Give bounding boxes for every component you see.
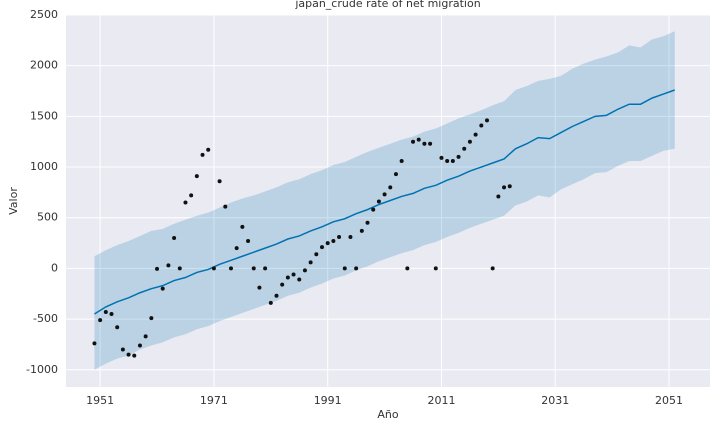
observed-point: [115, 325, 120, 330]
observed-point: [320, 245, 325, 250]
observed-point: [484, 118, 489, 123]
observed-point: [393, 172, 398, 177]
observed-point: [359, 228, 364, 233]
observed-point: [211, 266, 216, 271]
observed-point: [308, 260, 313, 265]
observed-point: [365, 220, 370, 225]
observed-point: [217, 179, 222, 184]
observed-point: [166, 263, 171, 268]
observed-point: [479, 123, 484, 128]
observed-point: [331, 239, 336, 244]
observed-point: [388, 185, 393, 190]
observed-point: [268, 300, 273, 305]
observed-point: [297, 277, 302, 282]
observed-point: [206, 147, 211, 152]
observed-point: [456, 154, 461, 159]
observed-point: [354, 266, 359, 271]
chart-title: japan_crude rate of net migration: [294, 0, 480, 10]
observed-point: [285, 275, 290, 280]
observed-point: [103, 309, 108, 314]
observed-point: [274, 293, 279, 298]
observed-point: [490, 266, 495, 271]
x-tick-label: 2031: [541, 394, 569, 407]
y-tick-label: 2500: [30, 8, 58, 21]
observed-point: [228, 266, 233, 271]
observed-point: [496, 194, 501, 199]
uncertainty-band: [94, 31, 675, 370]
observed-point: [473, 132, 478, 137]
observed-point: [439, 155, 444, 160]
observed-point: [200, 152, 205, 157]
observed-point: [172, 235, 177, 240]
observed-point: [137, 343, 142, 348]
observed-point: [445, 158, 450, 163]
observed-point: [371, 207, 376, 212]
observed-point: [433, 266, 438, 271]
observed-point: [183, 200, 188, 205]
y-tick-label: -500: [33, 312, 58, 325]
observed-point: [337, 234, 342, 239]
observed-point: [194, 174, 199, 179]
observed-point: [291, 272, 296, 277]
observed-point: [416, 137, 421, 142]
observed-point: [342, 266, 347, 271]
observed-point: [109, 312, 114, 317]
observed-point: [428, 141, 433, 146]
observed-point: [189, 193, 194, 198]
y-tick-label: 500: [37, 211, 58, 224]
observed-point: [467, 139, 472, 144]
x-tick-label: 1951: [86, 394, 114, 407]
x-tick-label: 2051: [655, 394, 683, 407]
observed-point: [92, 341, 97, 346]
observed-point: [251, 266, 256, 271]
observed-point: [132, 353, 137, 358]
observed-point: [462, 146, 467, 151]
observed-point: [177, 266, 182, 271]
observed-point: [246, 239, 251, 244]
observed-point: [399, 158, 404, 163]
observed-point: [376, 199, 381, 204]
x-tick-label: 2011: [427, 394, 455, 407]
y-tick-label: 2000: [30, 59, 58, 72]
y-tick-label: 1000: [30, 160, 58, 173]
x-axis-label: Año: [377, 408, 398, 421]
observed-point: [126, 352, 131, 357]
observed-point: [314, 252, 319, 257]
observed-point: [348, 234, 353, 239]
observed-point: [502, 185, 507, 190]
observed-point: [422, 141, 427, 146]
observed-point: [280, 282, 285, 287]
observed-point: [234, 246, 239, 251]
observed-point: [411, 139, 416, 144]
y-tick-label: -1000: [26, 363, 58, 376]
x-tick-label: 1991: [314, 394, 342, 407]
y-tick-label: 0: [51, 261, 58, 274]
observed-point: [98, 318, 103, 323]
observed-point: [160, 286, 165, 291]
forecast-line: [94, 89, 675, 315]
observed-point: [240, 224, 245, 229]
observed-point: [263, 266, 268, 271]
x-tick-label: 1971: [200, 394, 228, 407]
observed-point: [149, 316, 154, 321]
y-tick-label: 1500: [30, 109, 58, 122]
observed-point: [155, 266, 160, 271]
y-axis-label: Valor: [7, 187, 20, 215]
observed-point: [507, 184, 512, 189]
observed-point: [450, 158, 455, 163]
observed-point: [120, 347, 125, 352]
observed-point: [302, 268, 307, 273]
observed-point: [223, 204, 228, 209]
observed-point: [405, 266, 410, 271]
observed-point: [143, 334, 148, 339]
observed-point: [257, 285, 262, 290]
observed-point: [382, 192, 387, 197]
observed-point: [325, 241, 330, 246]
